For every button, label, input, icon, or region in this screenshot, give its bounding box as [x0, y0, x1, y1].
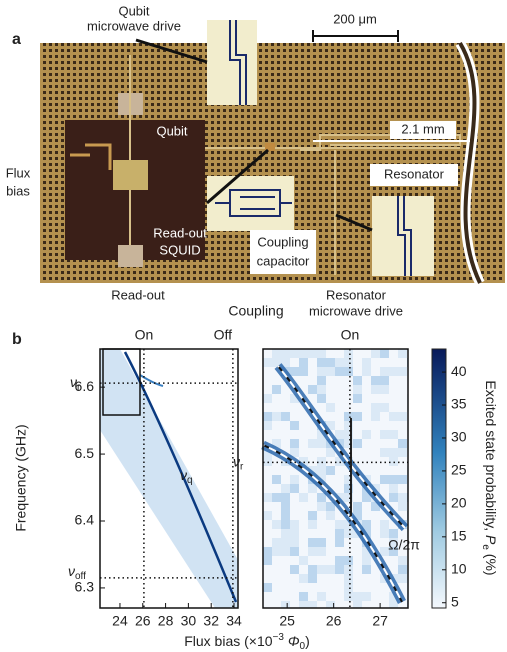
y-tick-label: 6.4 [75, 512, 95, 528]
colorbar-tick-label: 30 [451, 429, 467, 445]
label: Resonator [326, 287, 387, 302]
colorbar-tick-label: 20 [451, 495, 467, 511]
panel-label: b [12, 331, 22, 348]
label: Read-out [111, 287, 165, 302]
label: 2.1 mm [401, 121, 444, 136]
off-label: Off [214, 327, 233, 343]
label: SQUID [159, 242, 200, 257]
label: microwave drive [309, 303, 403, 318]
colorbar [432, 349, 446, 608]
colorbar-tick-label: 10 [451, 560, 467, 576]
panel-label: a [12, 31, 21, 48]
panel-title: Coupling [228, 303, 283, 319]
x-tick-label: 30 [181, 613, 197, 629]
label: Qubit [118, 3, 149, 18]
x-tick-label: 27 [372, 613, 388, 629]
annotation: νoff [68, 563, 86, 582]
label: capacitor [257, 253, 310, 268]
colorbar-tick-label: 40 [451, 363, 467, 379]
x-tick-label: 24 [112, 613, 128, 629]
colorbar-tick-label: 5 [451, 593, 459, 609]
colorbar-tick-label: 25 [451, 462, 467, 478]
label: Qubit [156, 123, 187, 138]
label: Coupling [257, 234, 308, 249]
label: Resonator [384, 166, 445, 181]
on-label: On [135, 327, 154, 343]
colorbar-tick-label: 15 [451, 528, 467, 544]
x-tick-label: 28 [158, 613, 174, 629]
x-tick-label: 26 [326, 613, 342, 629]
colorbar-tick-label: 35 [451, 396, 467, 412]
figure: a Qubit microwave drive 200 μm Flux bias… [0, 0, 507, 652]
annotation: Ω/2π [388, 537, 420, 553]
x-tick-label: 26 [135, 613, 151, 629]
label: microwave drive [87, 18, 181, 33]
on-label: On [341, 327, 360, 343]
x-tick-label: 34 [226, 613, 242, 629]
x-axis-label: Flux bias (×10−3 Φ0) [184, 632, 310, 652]
x-tick-label: 25 [279, 613, 295, 629]
scale-label: 200 μm [333, 11, 377, 26]
x-tick-label: 32 [203, 613, 219, 629]
y-axis-label: Frequency (GHz) [13, 424, 29, 531]
label: Flux [6, 165, 31, 180]
heatmap-left [100, 349, 238, 608]
y-tick-label: 6.5 [75, 445, 95, 461]
label: bias [6, 183, 30, 198]
label: Read-out [153, 225, 207, 240]
colorbar-label: Excited state probability, Pe (%) [480, 380, 499, 575]
